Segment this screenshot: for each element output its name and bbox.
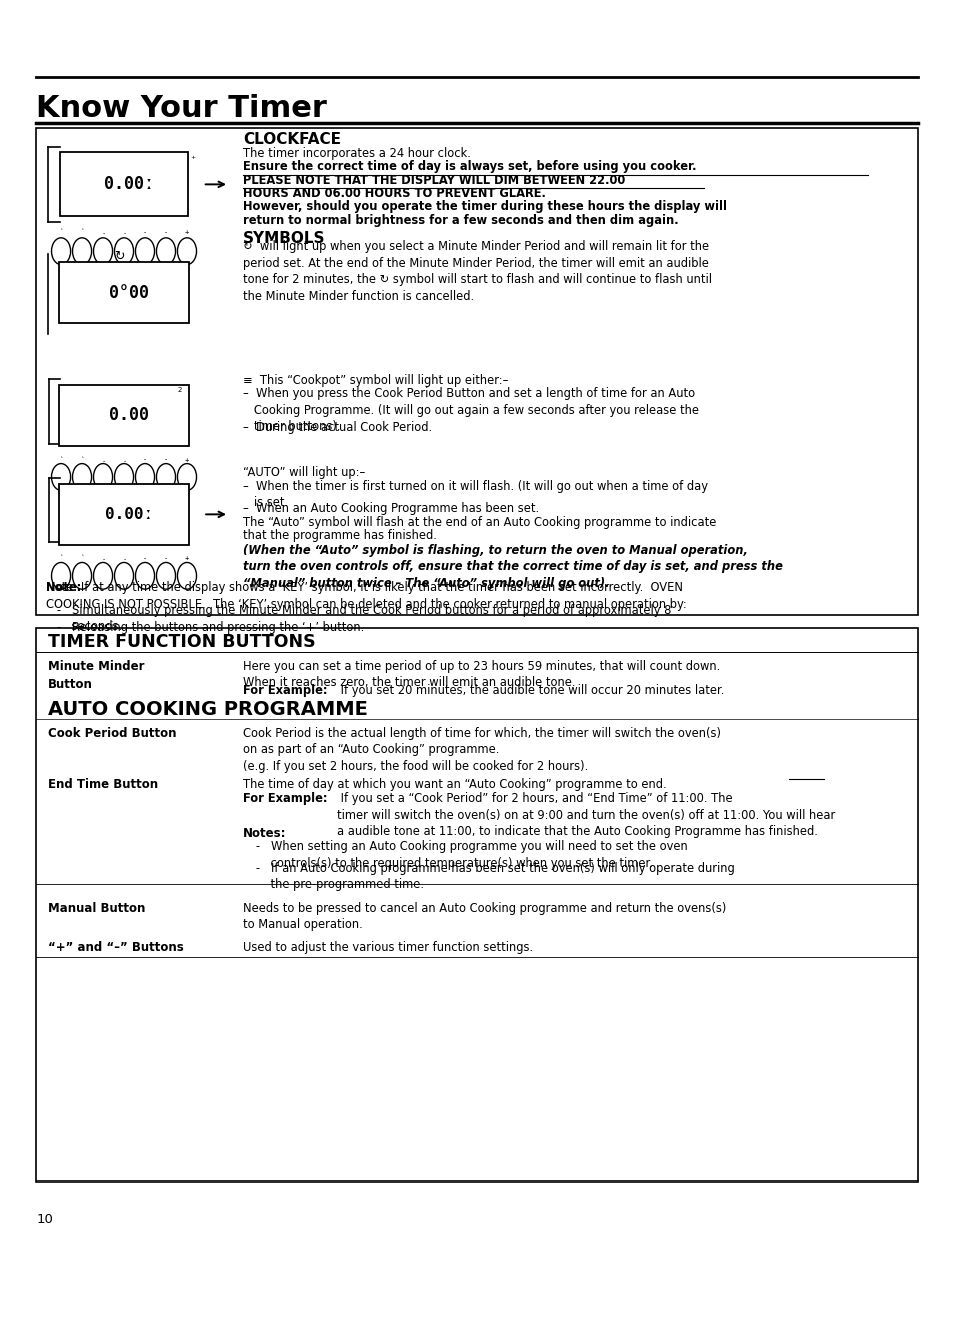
Text: -   Releasing the buttons and pressing the ‘+’ button.: - Releasing the buttons and pressing the… — [57, 621, 364, 635]
Text: .: . — [101, 230, 105, 235]
Text: return to normal brightness for a few seconds and then dim again.: return to normal brightness for a few se… — [243, 214, 679, 227]
Text: 0.00: 0.00 — [109, 406, 149, 425]
Text: -: - — [164, 556, 168, 561]
Text: ↻: ↻ — [113, 250, 125, 263]
Text: For Example:: For Example: — [243, 684, 328, 697]
Text: ≡  This “Cookpot” symbol will light up either:–: ≡ This “Cookpot” symbol will light up ei… — [243, 374, 508, 387]
Text: .: . — [101, 556, 105, 561]
Text: The timer incorporates a 24 hour clock.: The timer incorporates a 24 hour clock. — [243, 147, 471, 160]
Text: 2: 2 — [177, 387, 181, 393]
Text: Here you can set a time period of up to 23 hours 59 minutes, that will count dow: Here you can set a time period of up to … — [243, 660, 720, 689]
Text: SYMBOLS: SYMBOLS — [243, 231, 325, 246]
Text: `: ` — [59, 230, 63, 235]
Text: Used to adjust the various timer function settings.: Used to adjust the various timer functio… — [243, 941, 533, 954]
Text: 10: 10 — [36, 1213, 53, 1226]
Text: 0°00: 0°00 — [109, 283, 149, 302]
Text: .: . — [122, 556, 126, 561]
Text: -: - — [143, 457, 147, 462]
Text: However, should you operate the timer during these hours the display will: However, should you operate the timer du… — [243, 200, 726, 214]
Text: Manual Button: Manual Button — [48, 902, 145, 915]
Text: –  During the actual Cook Period.: – During the actual Cook Period. — [243, 421, 432, 434]
Bar — [59, 385, 189, 446]
Text: -   If an Auto Cooking programme has been set the oven(s) will only operate duri: - If an Auto Cooking programme has been … — [255, 862, 734, 891]
Text: If you set a “Cook Period” for 2 hours, and “End Time” of 11:00. The
timer will : If you set a “Cook Period” for 2 hours, … — [336, 792, 834, 838]
Text: Needs to be pressed to cancel an Auto Cooking programme and return the ovens(s)
: Needs to be pressed to cancel an Auto Co… — [243, 902, 726, 931]
Text: Cook Period is the actual length of time for which, the timer will switch the ov: Cook Period is the actual length of time… — [243, 727, 720, 772]
Text: CLOCKFACE: CLOCKFACE — [243, 132, 341, 147]
Text: ↻  will light up when you select a Minute Minder Period and will remain lit for : ↻ will light up when you select a Minute… — [243, 240, 712, 303]
Text: .: . — [122, 230, 126, 235]
Text: Note: If at any time the display shows a ‘KEY’ symbol, it is likely that the tim: Note: If at any time the display shows a… — [46, 581, 686, 611]
Text: AUTO COOKING PROGRAMME: AUTO COOKING PROGRAMME — [48, 700, 367, 719]
Text: `: ` — [59, 556, 63, 561]
Text: –  When the timer is first turned on it will flash. (It will go out when a time : – When the timer is first turned on it w… — [243, 480, 707, 509]
Text: Cook Period Button: Cook Period Button — [48, 727, 176, 740]
Text: 0.00ː: 0.00ː — [104, 175, 153, 194]
Text: +: + — [185, 556, 189, 561]
Bar — [59, 484, 189, 545]
Text: Minute Minder
Button: Minute Minder Button — [48, 660, 144, 691]
Text: TIMER FUNCTION BUTTONS: TIMER FUNCTION BUTTONS — [48, 633, 315, 651]
Text: Ensure the correct time of day is always set, before using you cooker.: Ensure the correct time of day is always… — [243, 160, 696, 174]
Text: that the programme has finished.: that the programme has finished. — [243, 529, 436, 542]
Text: HOURS AND 06.00 HOURS TO PREVENT GLARE.: HOURS AND 06.00 HOURS TO PREVENT GLARE. — [243, 187, 545, 200]
Text: -: - — [143, 230, 147, 235]
Text: –  When you press the Cook Period Button and set a length of time for an Auto
  : – When you press the Cook Period Button … — [243, 387, 699, 433]
Text: +: + — [190, 155, 195, 160]
Text: `: ` — [80, 230, 84, 235]
Bar — [59, 262, 189, 323]
Bar — [59, 152, 189, 216]
Bar — [36, 128, 917, 615]
Text: “AUTO” will light up:–: “AUTO” will light up:– — [243, 466, 365, 480]
Text: Know Your Timer: Know Your Timer — [36, 94, 327, 123]
Text: If you set 20 minutes, the audible tone will occur 20 minutes later.: If you set 20 minutes, the audible tone … — [336, 684, 723, 697]
Text: –  When an Auto Cooking Programme has been set.: – When an Auto Cooking Programme has bee… — [243, 502, 538, 516]
Text: -: - — [143, 556, 147, 561]
Text: .: . — [101, 457, 105, 462]
Text: PLEASE NOTE THAT THE DISPLAY WILL DIM BETWEEN 22.00: PLEASE NOTE THAT THE DISPLAY WILL DIM BE… — [243, 174, 625, 187]
Text: -: - — [164, 457, 168, 462]
Text: The time of day at which you want an “Auto Cooking” programme to end.: The time of day at which you want an “Au… — [243, 778, 666, 791]
Text: +: + — [185, 230, 189, 235]
Text: 0.00ː: 0.00ː — [105, 506, 152, 522]
Text: `: ` — [80, 556, 84, 561]
Text: +: + — [185, 457, 189, 462]
Text: -   Simultaneously pressing the Minute Minder and the Cook Period buttons for a : - Simultaneously pressing the Minute Min… — [57, 604, 671, 633]
Text: Notes:: Notes: — [243, 827, 287, 840]
Text: `: ` — [80, 457, 84, 462]
Text: -   When setting an Auto Cooking programme you will need to set the oven
    con: - When setting an Auto Cooking programme… — [255, 840, 687, 870]
Text: `: ` — [59, 457, 63, 462]
Text: End Time Button: End Time Button — [48, 778, 157, 791]
Bar — [36, 628, 917, 1182]
Text: For Example:: For Example: — [243, 792, 328, 806]
Text: .: . — [122, 457, 126, 462]
Text: The “Auto” symbol will flash at the end of an Auto Cooking programme to indicate: The “Auto” symbol will flash at the end … — [243, 516, 716, 529]
Text: (When the “Auto” symbol is flashing, to return the oven to Manual operation,
tur: (When the “Auto” symbol is flashing, to … — [243, 544, 782, 589]
Text: -: - — [164, 230, 168, 235]
Text: Note:: Note: — [46, 581, 81, 595]
Text: “+” and “–” Buttons: “+” and “–” Buttons — [48, 941, 183, 954]
